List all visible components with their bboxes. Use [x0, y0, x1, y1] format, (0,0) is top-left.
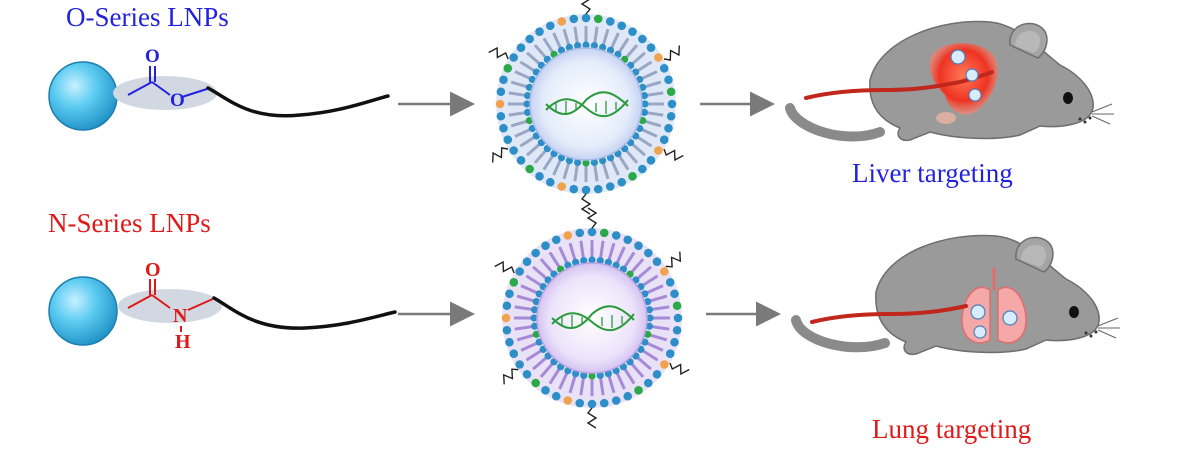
- lung-targeting-label: Lung targeting: [872, 414, 1032, 444]
- liver-targeting-label: Liver targeting: [852, 158, 1013, 188]
- amide-carbonyl-oxygen-label: O: [145, 259, 161, 281]
- ester-oxygen-label: O: [170, 90, 185, 111]
- lipid-tail-icon-n: [212, 296, 397, 330]
- ester-linker-icon: [113, 76, 217, 110]
- lipid-head-sphere-icon-n: [48, 276, 118, 346]
- lnp-particle-top: [488, 0, 684, 215]
- mouse-icon-top: [785, 20, 1114, 142]
- n-series-title: N-Series LNPs: [48, 208, 211, 238]
- ester-skeleton: [127, 66, 211, 98]
- lipid-tail-icon: [206, 86, 390, 118]
- mrna-strand-icon-n: [551, 305, 635, 332]
- mouse-icon-bottom: [791, 234, 1120, 356]
- lnp-particle-bottom: [494, 207, 690, 429]
- blood-vessel-icon-n: [810, 304, 968, 324]
- lipid-head-sphere-icon: [48, 61, 118, 131]
- amide-hydrogen-label: H: [175, 331, 191, 353]
- carbonyl-oxygen-label: O: [145, 46, 160, 67]
- amide-nitrogen-label: N: [173, 305, 188, 327]
- amide-linker-icon: [118, 289, 222, 323]
- mrna-strand-icon: [545, 91, 629, 118]
- o-series-title: O-Series LNPs: [66, 2, 229, 32]
- amide-skeleton: [127, 279, 216, 311]
